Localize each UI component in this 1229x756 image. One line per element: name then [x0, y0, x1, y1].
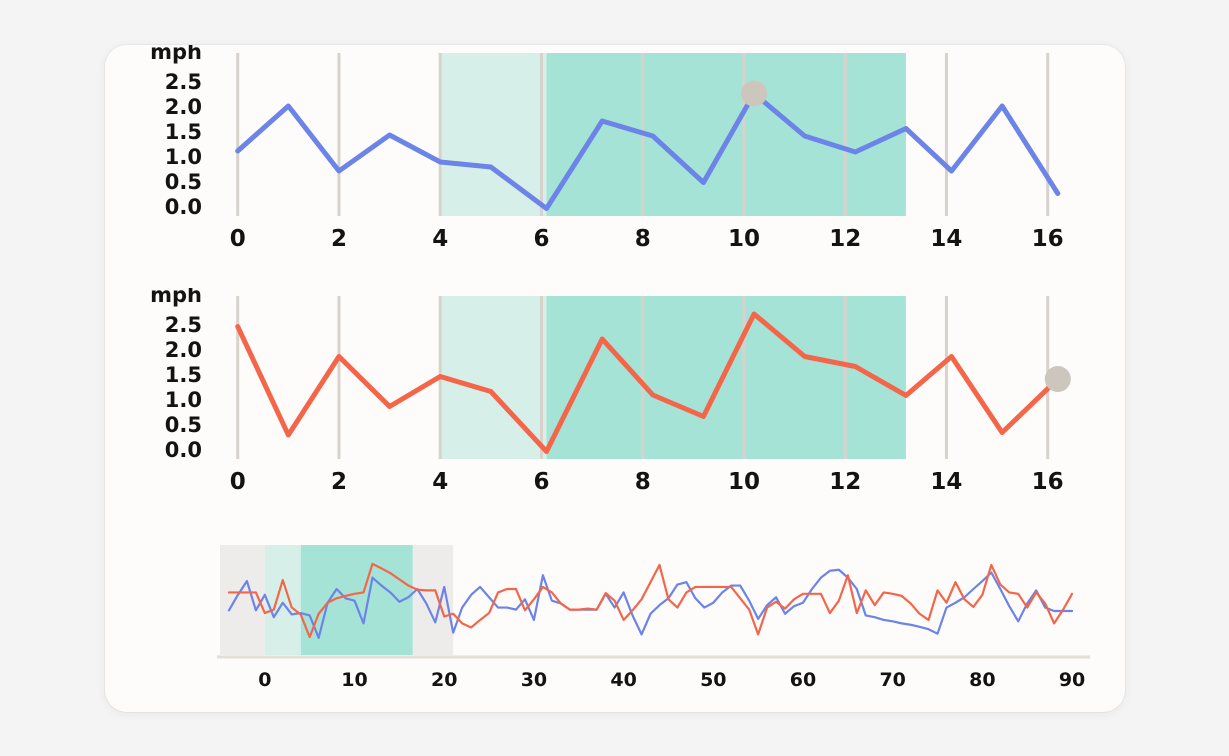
context-series-line-orange	[227, 562, 1074, 639]
y-tick-label: 1.5	[165, 363, 202, 387]
y-axis-unit-label: mph	[150, 288, 202, 307]
x-tick-label: 12	[829, 226, 861, 252]
highlight-band[interactable]	[546, 53, 906, 216]
x-tick-label: 16	[1032, 226, 1064, 252]
x-tick-label: 8	[635, 226, 651, 252]
context-x-tick-label: 40	[610, 669, 636, 691]
context-chart-svg[interactable]: 0 10 20 30 40 50 60 70 80 90	[105, 535, 1125, 705]
context-series-line-blue	[227, 568, 1074, 639]
context-x-tick-label: 60	[790, 669, 816, 691]
y-tick-label: 2.5	[165, 313, 202, 337]
x-tick-label: 4	[432, 469, 448, 495]
x-tick-label: 10	[728, 469, 760, 495]
y-tick-label: 1.0	[165, 388, 202, 412]
focus-chart-orange-panel[interactable]: 0.0 0.5 1.0 1.5 2.0 2.5 mph 0 2 4 6 8 10 12 14 16	[105, 288, 1125, 531]
focus-chart-orange-svg[interactable]: 0.00.51.01.52.02.5 mph 0 2 4 6 8 10 12 14 16	[105, 288, 1125, 531]
y-tick-label: 1.0	[165, 145, 202, 169]
x-tick-label: 12	[829, 469, 861, 495]
y-tick-label: 0.5	[165, 170, 202, 194]
x-tick-label: 14	[930, 226, 962, 252]
series-line-blue	[235, 91, 1061, 211]
context-x-tick-label: 70	[879, 669, 905, 691]
brush-selection-band[interactable]	[220, 545, 265, 655]
x-tick-label: 6	[533, 226, 549, 252]
x-tick-label: 10	[728, 226, 760, 252]
brush-selection-band[interactable]	[264, 545, 301, 655]
x-tick-label: 0	[230, 469, 246, 495]
x-tick-label: 0	[230, 226, 246, 252]
context-x-tick-label: 80	[969, 669, 995, 691]
focus-chart-blue-panel[interactable]: 0.0 0.5 1.0 1.5 2.0 2.5 mph 0 2 4 6 8 10 12 14 16	[105, 45, 1125, 288]
y-axis-unit-label: mph	[150, 45, 202, 64]
data-point-marker[interactable]	[741, 80, 768, 107]
x-tick-label: 8	[635, 469, 651, 495]
context-x-tick-label: 0	[258, 669, 271, 691]
y-tick-label: 0.0	[165, 195, 202, 219]
context-x-tick-label: 90	[1059, 669, 1085, 691]
x-tick-label: 4	[432, 226, 448, 252]
x-tick-label: 2	[331, 226, 347, 252]
context-x-tick-label: 20	[431, 669, 457, 691]
y-tick-label: 0.5	[165, 413, 202, 437]
context-x-tick-label: 30	[521, 669, 547, 691]
context-chart-panel[interactable]: 0 10 20 30 40 50 60 70 80 90	[105, 535, 1125, 705]
y-tick-label: 1.5	[165, 120, 202, 144]
y-tick-label: 2.5	[165, 70, 202, 94]
brush-selection-band[interactable]	[300, 545, 413, 655]
x-tick-label: 2	[331, 469, 347, 495]
data-point-marker[interactable]	[1044, 366, 1071, 392]
x-tick-label: 6	[533, 469, 549, 495]
y-tick-label: 0.0	[165, 438, 202, 462]
highlight-band[interactable]	[546, 296, 906, 459]
series-line-orange	[235, 311, 1061, 454]
highlight-band[interactable]	[440, 53, 547, 216]
x-tick-label: 14	[930, 469, 962, 495]
context-x-tick-label: 10	[341, 669, 367, 691]
chart-card: 0.0 0.5 1.0 1.5 2.0 2.5 mph 0 2 4 6 8 10 12 14 16 0.0 0.…	[105, 45, 1125, 712]
y-tick-label: 2.0	[165, 338, 202, 362]
x-tick-label: 16	[1032, 469, 1064, 495]
y-tick-label: 2.0	[165, 95, 202, 119]
focus-chart-blue-svg[interactable]: 0.00.51.01.52.02.5 mph 0 2 4 6 8 10 12 14 16	[105, 45, 1125, 288]
context-x-tick-label: 50	[700, 669, 726, 691]
